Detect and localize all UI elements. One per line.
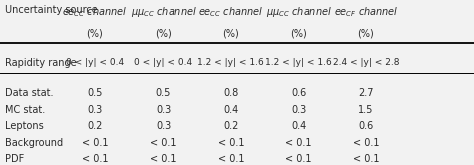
- Text: 2.4 < |y| < 2.8: 2.4 < |y| < 2.8: [333, 58, 399, 67]
- Text: 0.3: 0.3: [87, 105, 102, 115]
- Text: (%): (%): [290, 28, 307, 38]
- Text: 0.5: 0.5: [87, 88, 102, 98]
- Text: < 0.1: < 0.1: [285, 154, 312, 164]
- Text: 0.3: 0.3: [156, 121, 171, 131]
- Text: 0.5: 0.5: [156, 88, 171, 98]
- Text: < 0.1: < 0.1: [82, 138, 108, 148]
- Text: 0.4: 0.4: [291, 121, 306, 131]
- Text: 0.6: 0.6: [291, 88, 306, 98]
- Text: (%): (%): [155, 28, 172, 38]
- Text: $ee_{CC}$ channel: $ee_{CC}$ channel: [198, 5, 264, 19]
- Text: 1.2 < |y| < 1.6: 1.2 < |y| < 1.6: [265, 58, 332, 67]
- Text: < 0.1: < 0.1: [218, 154, 244, 164]
- Text: 0 < |y| < 0.4: 0 < |y| < 0.4: [66, 58, 124, 67]
- Text: Leptons: Leptons: [5, 121, 44, 131]
- Text: 2.7: 2.7: [358, 88, 374, 98]
- Text: 0.3: 0.3: [291, 105, 306, 115]
- Text: 0.3: 0.3: [156, 105, 171, 115]
- Text: $\mu\mu_{CC}$ channel: $\mu\mu_{CC}$ channel: [265, 5, 332, 19]
- Text: 1.5: 1.5: [358, 105, 374, 115]
- Text: < 0.1: < 0.1: [218, 138, 244, 148]
- Text: Rapidity range: Rapidity range: [5, 58, 76, 68]
- Text: < 0.1: < 0.1: [150, 138, 177, 148]
- Text: 0.6: 0.6: [358, 121, 374, 131]
- Text: < 0.1: < 0.1: [285, 138, 312, 148]
- Text: Background: Background: [5, 138, 63, 148]
- Text: Uncertainty source: Uncertainty source: [5, 5, 98, 15]
- Text: (%): (%): [357, 28, 374, 38]
- Text: MC stat.: MC stat.: [5, 105, 45, 115]
- Text: < 0.1: < 0.1: [150, 154, 177, 164]
- Text: 0.8: 0.8: [223, 88, 238, 98]
- Text: Data stat.: Data stat.: [5, 88, 53, 98]
- Text: 0.2: 0.2: [223, 121, 238, 131]
- Text: < 0.1: < 0.1: [82, 154, 108, 164]
- Text: (%): (%): [86, 28, 103, 38]
- Text: PDF: PDF: [5, 154, 24, 164]
- Text: < 0.1: < 0.1: [353, 138, 379, 148]
- Text: 0.4: 0.4: [223, 105, 238, 115]
- Text: $\mu\mu_{CC}$ channel: $\mu\mu_{CC}$ channel: [130, 5, 197, 19]
- Text: 0.2: 0.2: [87, 121, 102, 131]
- Text: 1.2 < |y| < 1.6: 1.2 < |y| < 1.6: [198, 58, 264, 67]
- Text: $ee_{CC}$ channel: $ee_{CC}$ channel: [62, 5, 128, 19]
- Text: < 0.1: < 0.1: [353, 154, 379, 164]
- Text: $ee_{CF}$ channel: $ee_{CF}$ channel: [334, 5, 398, 19]
- Text: (%): (%): [222, 28, 239, 38]
- Text: 0 < |y| < 0.4: 0 < |y| < 0.4: [135, 58, 192, 67]
